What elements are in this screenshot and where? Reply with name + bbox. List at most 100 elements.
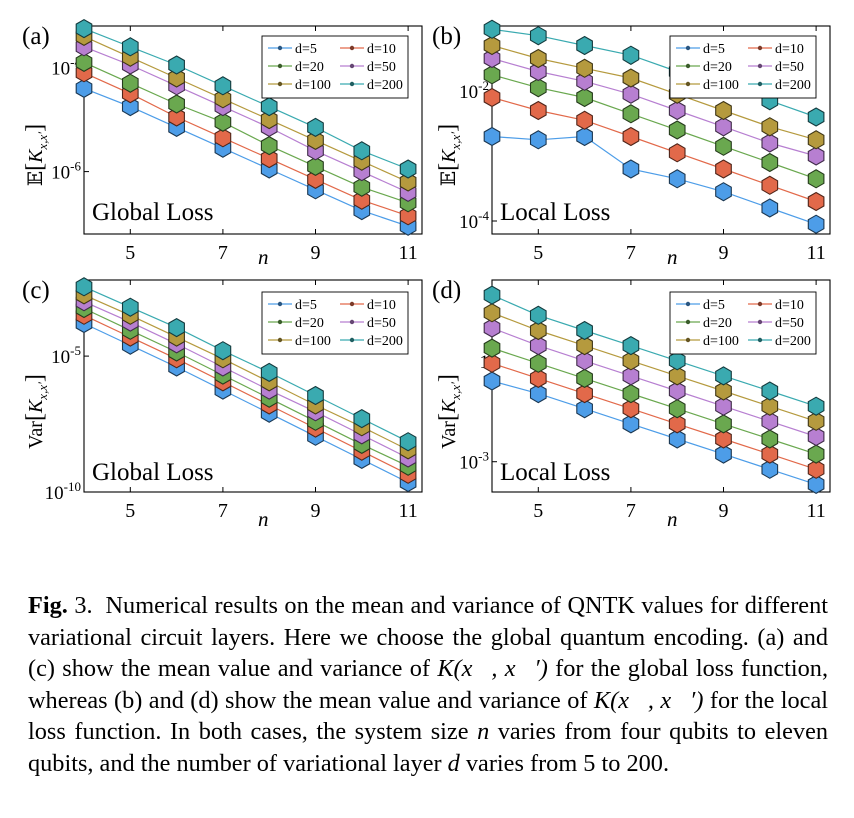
data-point-d=5 xyxy=(807,214,825,234)
legend-swatch-marker xyxy=(757,63,763,69)
legend-swatch-marker xyxy=(349,319,355,325)
y-axis-label-prefix: 𝔼 xyxy=(25,171,47,186)
legend-label: d=20 xyxy=(295,60,324,75)
y-axis-label-sub: x,x′ xyxy=(35,382,50,401)
legend-box xyxy=(669,35,817,99)
data-point-d=100 xyxy=(715,100,732,121)
y-tick-base: 10 xyxy=(51,347,70,368)
data-point-d=200 xyxy=(668,351,686,371)
y-tick-exponent: -5 xyxy=(70,343,81,358)
plot-frame xyxy=(83,25,423,235)
data-point-d=10 xyxy=(214,128,232,148)
legend-label: d=5 xyxy=(703,298,725,313)
data-point-d=5 xyxy=(668,429,686,449)
legend-swatch-marker xyxy=(685,301,691,307)
data-point-d=50 xyxy=(668,381,686,401)
legend-swatch-marker xyxy=(277,301,283,307)
data-point-d=50 xyxy=(807,426,825,447)
data-point-d=20 xyxy=(668,399,686,419)
legend-label: d=20 xyxy=(703,60,732,75)
data-point-d=200 xyxy=(576,320,593,341)
data-point-d=10 xyxy=(622,126,640,147)
panel-overlay-text: Global Loss xyxy=(92,199,214,226)
y-axis-label-bracket-open: [ xyxy=(22,163,48,171)
data-point-d=100 xyxy=(576,58,593,78)
data-point-d=20 xyxy=(121,73,139,93)
x-tick-label: 5 xyxy=(125,500,135,522)
data-point-d=200 xyxy=(214,76,232,96)
panel-label: (d) xyxy=(432,277,461,304)
y-tick-exponent: -3 xyxy=(478,449,489,464)
legend-swatch-marker xyxy=(685,81,691,87)
y-tick-base: 10 xyxy=(45,483,64,504)
legend-label: d=50 xyxy=(367,60,396,75)
data-point-d=200 xyxy=(168,317,185,338)
x-tick-label: 9 xyxy=(311,242,321,264)
data-point-d=50 xyxy=(483,48,501,69)
data-point-d=5 xyxy=(529,130,547,150)
data-point-d=10 xyxy=(168,107,185,127)
caption-math-kernel-2: K(x⃗, x⃗′) xyxy=(593,686,704,714)
x-tick-label: 5 xyxy=(533,242,543,264)
data-point-d=100 xyxy=(399,172,417,192)
data-point-d=20 xyxy=(622,383,640,404)
data-point-d=50 xyxy=(576,351,593,371)
data-point-d=20 xyxy=(307,156,324,177)
x-axis-label: n xyxy=(667,507,678,531)
data-point-d=5 xyxy=(715,444,732,464)
data-point-d=10 xyxy=(668,143,686,163)
data-point-d=50 xyxy=(529,335,547,356)
legend-label: d=200 xyxy=(367,334,403,349)
data-point-d=200 xyxy=(576,35,593,56)
x-tick-label: 7 xyxy=(218,242,228,264)
x-tick-label: 9 xyxy=(719,500,729,522)
data-point-d=5 xyxy=(668,169,686,189)
data-point-d=100 xyxy=(307,130,324,151)
legend-label: d=20 xyxy=(703,316,732,331)
data-point-d=5 xyxy=(576,126,593,147)
data-point-d=5 xyxy=(75,78,93,99)
data-point-d=50 xyxy=(622,84,640,104)
y-axis-label-bracket-open: [ xyxy=(435,413,461,421)
data-point-d=20 xyxy=(715,414,732,434)
data-point-d=10 xyxy=(715,429,732,449)
data-point-d=50 xyxy=(807,146,825,166)
data-point-d=100 xyxy=(529,48,547,69)
data-point-d=10 xyxy=(807,191,825,212)
legend-label: d=10 xyxy=(775,298,804,313)
data-point-d=200 xyxy=(399,432,417,452)
legend-swatch-marker xyxy=(757,301,763,307)
data-point-d=10 xyxy=(576,110,593,130)
legend-swatch-marker xyxy=(349,45,355,51)
data-point-d=200 xyxy=(75,277,93,297)
data-point-d=200 xyxy=(214,341,232,361)
y-tick-label: 10-10 xyxy=(45,479,81,504)
x-tick-label: 11 xyxy=(806,500,825,522)
x-axis-label: n xyxy=(667,245,678,269)
caption-fig-number: 3. xyxy=(74,592,93,620)
data-point-d=200 xyxy=(622,335,640,356)
data-point-d=200 xyxy=(353,408,371,429)
y-axis-label-sub: x,x′ xyxy=(35,132,50,151)
y-tick-base: 10 xyxy=(51,59,70,80)
legend-label: d=100 xyxy=(703,78,739,93)
figure-caption: Fig. 3. Numerical results on the mean an… xyxy=(28,590,828,779)
legend-swatch-marker xyxy=(277,319,283,325)
data-point-d=20 xyxy=(576,368,593,389)
data-point-d=20 xyxy=(75,52,93,73)
data-point-d=200 xyxy=(75,18,93,39)
data-point-d=5 xyxy=(715,182,732,202)
caption-text-2: for the global loss function, whereas (b… xyxy=(28,655,829,714)
legend-box xyxy=(669,291,817,355)
data-point-d=50 xyxy=(483,318,501,338)
panel-overlay-text: Local Loss xyxy=(500,459,610,486)
caption-math-kernel-1: K(x⃗, x⃗′) xyxy=(437,655,548,683)
y-axis-label-bracket-close: ] xyxy=(435,124,461,132)
data-point-d=50 xyxy=(761,411,779,431)
y-axis-label-core: K xyxy=(438,398,460,414)
data-point-d=10 xyxy=(483,353,501,373)
y-axis-label-core: K xyxy=(438,148,460,164)
x-tick-label: 9 xyxy=(719,242,729,264)
